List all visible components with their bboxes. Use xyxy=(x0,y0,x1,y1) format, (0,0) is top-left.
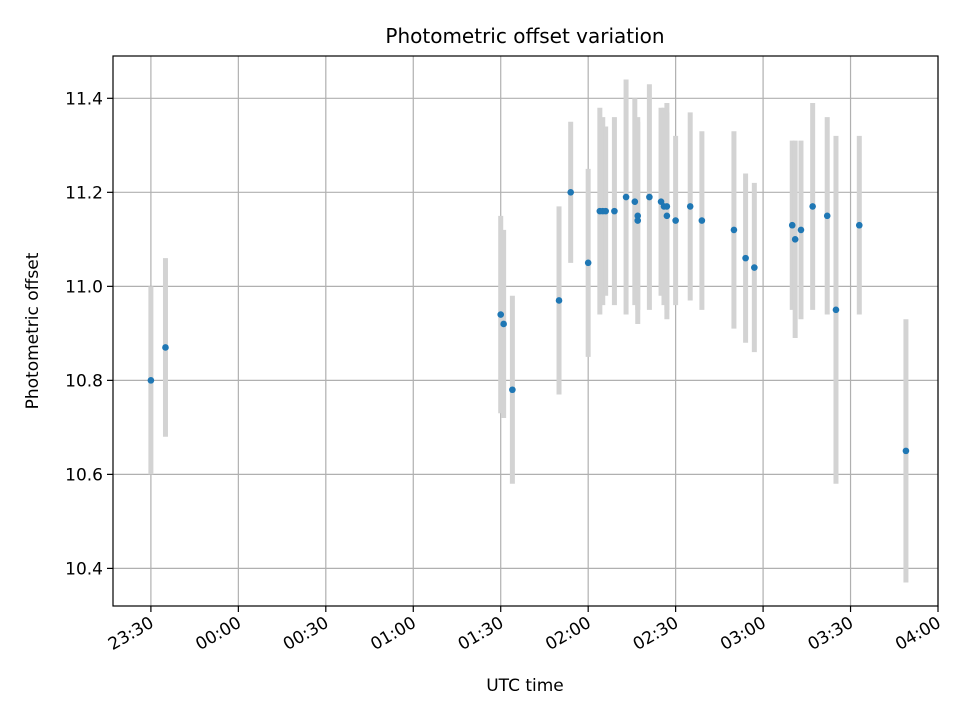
data-point xyxy=(657,198,665,206)
data-point xyxy=(902,447,910,455)
data-point xyxy=(634,212,642,220)
data-point xyxy=(797,226,805,234)
errorbar-layer xyxy=(148,79,909,583)
x-tick-label: 01:30 xyxy=(455,613,507,655)
data-point xyxy=(751,264,758,271)
data-point xyxy=(730,226,738,234)
y-tick-label: 11.4 xyxy=(65,89,103,109)
data-point xyxy=(791,236,799,243)
x-tick-label: 23:30 xyxy=(105,613,157,655)
data-point xyxy=(584,259,592,267)
data-point xyxy=(686,203,694,210)
x-tick-label: 03:00 xyxy=(717,613,769,655)
data-point xyxy=(500,320,507,328)
x-tick-label: 02:00 xyxy=(542,613,594,655)
y-tick-label: 10.6 xyxy=(65,465,103,485)
data-point xyxy=(602,207,609,215)
data-point xyxy=(567,189,574,196)
x-tick-label: 01:00 xyxy=(367,613,419,655)
y-tick-label: 11.0 xyxy=(65,277,103,297)
data-point xyxy=(663,212,671,220)
y-tick-label: 11.2 xyxy=(65,183,103,203)
data-point xyxy=(509,386,516,394)
data-point xyxy=(832,306,840,314)
data-point xyxy=(631,198,639,206)
x-axis-title: UTC time xyxy=(486,676,564,696)
data-point xyxy=(742,254,749,262)
chart-title: Photometric offset variation xyxy=(385,24,664,48)
data-point xyxy=(809,203,816,210)
y-tick-label: 10.8 xyxy=(65,371,103,391)
data-point xyxy=(672,217,679,224)
data-point xyxy=(611,207,618,215)
data-point xyxy=(555,297,563,304)
data-point xyxy=(497,311,505,318)
data-point xyxy=(855,221,863,229)
y-axis-title: Photometric offset xyxy=(23,252,43,409)
point-layer xyxy=(147,189,910,455)
data-point xyxy=(646,193,653,201)
data-point xyxy=(622,193,630,201)
x-tick-label: 00:30 xyxy=(280,613,332,655)
x-tick-label: 00:00 xyxy=(192,613,244,655)
data-point xyxy=(663,203,671,210)
data-point xyxy=(147,377,155,384)
y-tick-label: 10.4 xyxy=(65,559,103,579)
data-point xyxy=(788,221,796,229)
x-tick-label: 04:00 xyxy=(892,613,944,655)
data-point xyxy=(162,344,169,351)
y-axis-ticks: 10.4 10.6 10.8 11.0 11.2 11.4 xyxy=(65,89,113,579)
data-point xyxy=(823,212,831,220)
data-point xyxy=(698,217,706,224)
x-tick-label: 03:30 xyxy=(805,613,857,655)
plot-frame xyxy=(112,55,939,607)
x-tick-label: 02:30 xyxy=(630,613,682,655)
data-point xyxy=(634,217,642,224)
x-axis-ticks: 23:30 00:00 00:30 01:00 01:30 02:00 02:30 03:00… xyxy=(105,606,945,655)
